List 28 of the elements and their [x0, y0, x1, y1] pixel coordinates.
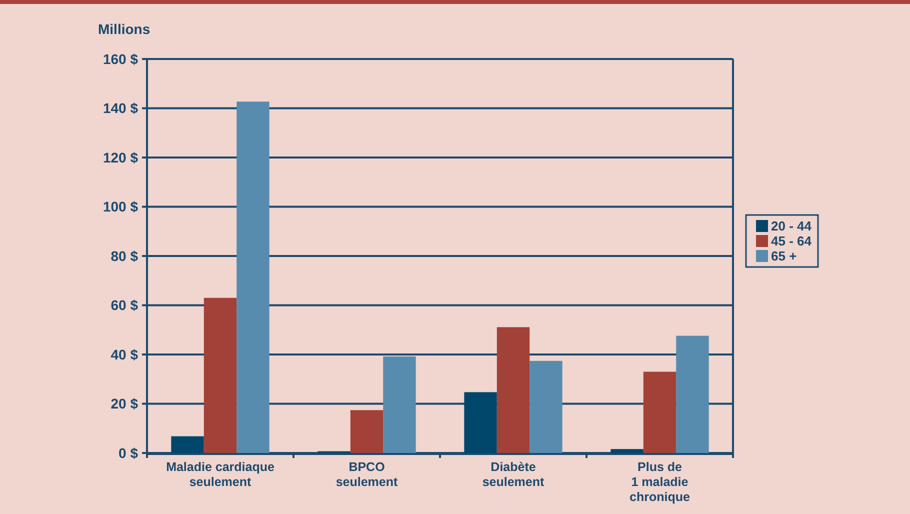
y-tick-label: 80 $	[110, 248, 138, 264]
bar	[464, 392, 497, 453]
y-tick-label: 160 $	[102, 50, 138, 67]
y-tick-label: 0 $	[118, 444, 138, 461]
bar	[610, 449, 644, 453]
legend-label: 45 - 64	[771, 234, 812, 249]
x-tick-label: Diabète seulement	[482, 460, 545, 489]
x-tick-label: Plus de 1 maladie chronique	[630, 460, 690, 504]
bar	[350, 410, 384, 453]
y-tick-label: 40 $	[110, 346, 138, 362]
bar	[530, 360, 562, 453]
legend-label: 20 - 44	[771, 218, 812, 234]
bar	[676, 336, 709, 453]
bar	[496, 327, 530, 453]
y-tick-label: 20 $	[110, 396, 138, 412]
y-tick-label: 100 $	[102, 198, 138, 215]
x-tick-label: Maladie cardiaque seulement	[166, 460, 274, 489]
y-axis-title: Millions	[98, 21, 150, 37]
y-tick-label: 120 $	[102, 149, 138, 166]
bar	[383, 356, 416, 453]
legend-label: 65 +	[771, 248, 798, 264]
bar	[171, 436, 204, 453]
x-tick-label: BPCO seulement	[336, 460, 398, 489]
y-tick-label: 60 $	[110, 297, 138, 314]
bar	[236, 102, 270, 453]
bar	[643, 372, 676, 453]
y-tick-label: 140 $	[102, 100, 138, 116]
bar	[204, 298, 237, 453]
